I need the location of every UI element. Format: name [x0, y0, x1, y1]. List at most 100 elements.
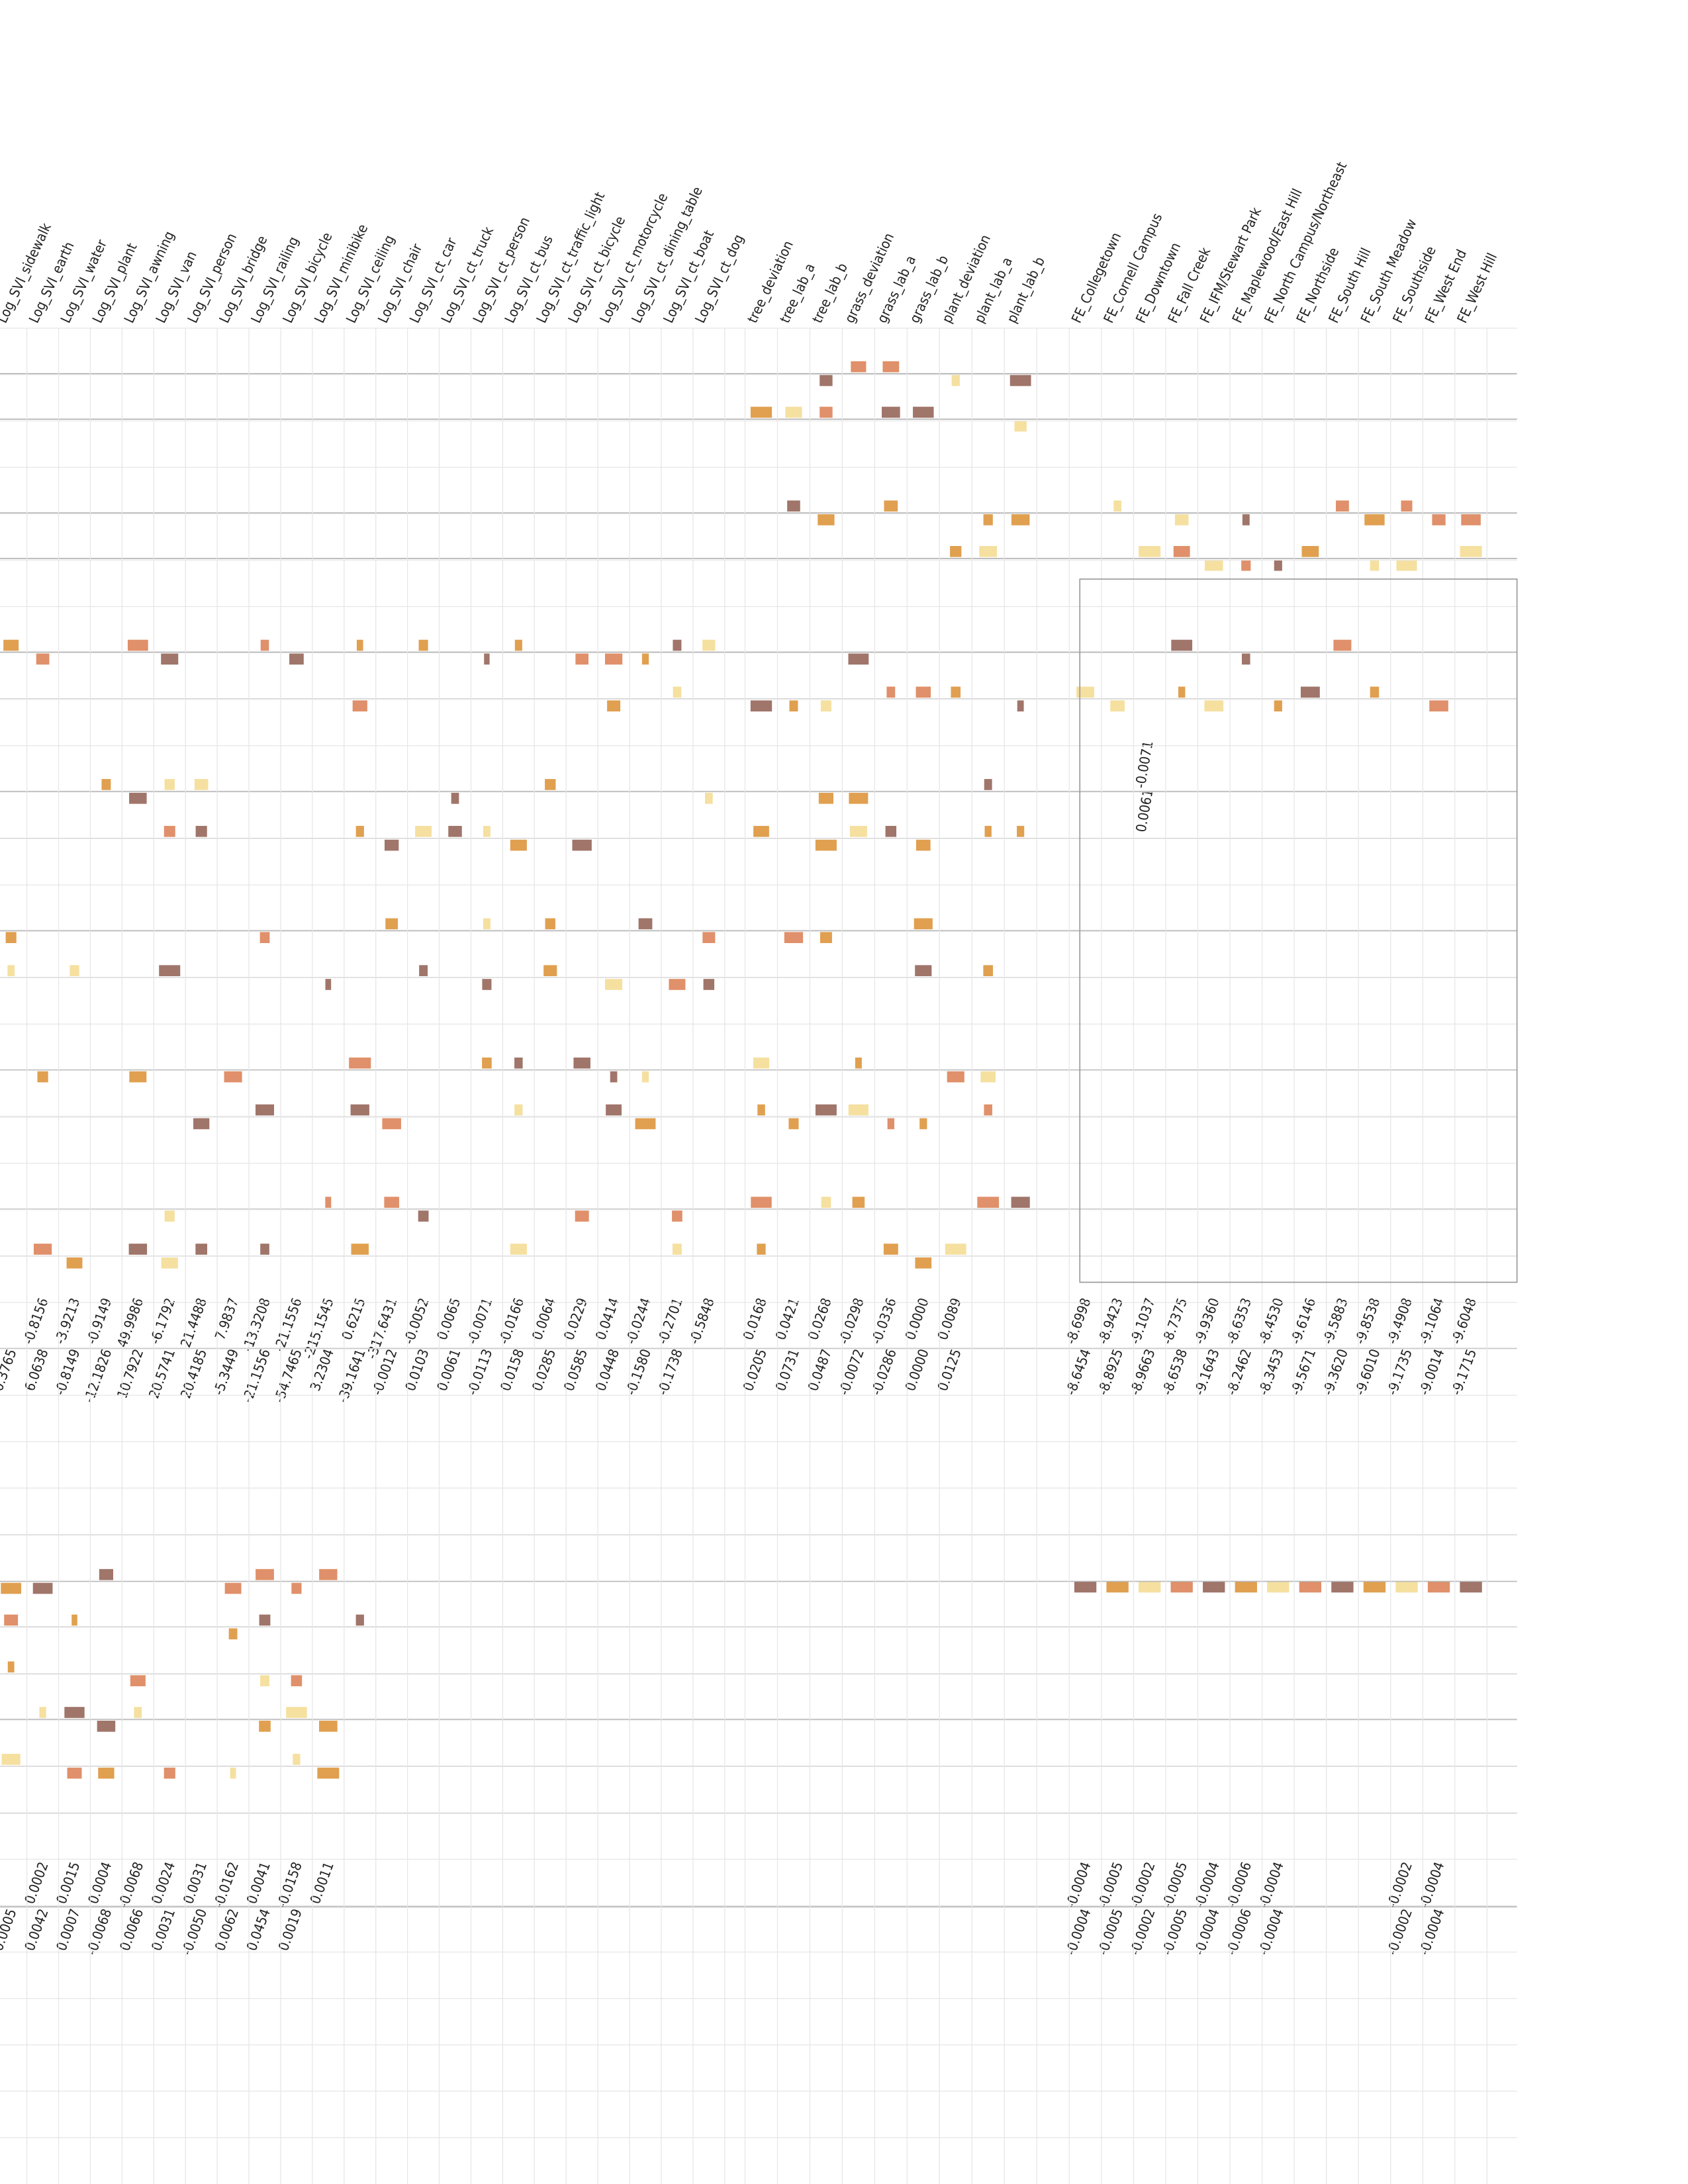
- number-label: -12.1826: [81, 1347, 115, 1404]
- cell: [164, 825, 175, 837]
- cell: [1009, 375, 1031, 387]
- cell: [164, 779, 175, 790]
- cell: [787, 500, 800, 512]
- cell: [543, 965, 557, 976]
- cell: [821, 1197, 831, 1208]
- cell: [349, 1057, 371, 1069]
- cell: [355, 1614, 364, 1626]
- cell: [1204, 559, 1223, 571]
- cell: [293, 1754, 301, 1765]
- cell: [259, 1721, 271, 1732]
- number-label: -8.4530: [1256, 1296, 1287, 1346]
- cell: [606, 1104, 622, 1116]
- cell: [161, 653, 179, 665]
- cell: [673, 686, 682, 698]
- number-label: -0.0166: [496, 1296, 527, 1346]
- number-label: -0.0004: [1191, 1907, 1222, 1957]
- cell: [635, 1118, 656, 1130]
- cell: [1333, 639, 1352, 651]
- cell: [1, 1754, 21, 1765]
- cell: [1395, 1581, 1418, 1593]
- cell: [259, 1614, 271, 1626]
- cell: [545, 779, 556, 790]
- cell: [130, 1675, 146, 1686]
- number-label: -0.0005: [1159, 1907, 1190, 1957]
- cell: [1170, 1581, 1193, 1593]
- cell: [788, 1118, 799, 1130]
- number-label: -8.8925: [1095, 1347, 1126, 1397]
- cell: [1139, 1581, 1161, 1593]
- inset-number: -0.0071: [1132, 740, 1156, 790]
- number-label: -0.0068: [115, 1860, 146, 1910]
- number-label: -0.0158: [274, 1860, 305, 1910]
- cell: [484, 653, 490, 665]
- cell: [97, 1721, 116, 1732]
- cell: [915, 686, 931, 698]
- number-label: 0.0015: [54, 1860, 83, 1906]
- cell: [751, 1197, 772, 1208]
- cell: [852, 1197, 865, 1208]
- cell: [1274, 559, 1282, 571]
- cell: [1396, 559, 1417, 571]
- cell: [514, 1104, 523, 1116]
- cell: [1011, 1197, 1030, 1208]
- cell: [979, 546, 998, 557]
- cell: [1, 1582, 22, 1594]
- cell: [1241, 653, 1250, 665]
- cell: [1299, 1581, 1322, 1593]
- cell: [604, 653, 623, 665]
- cell: [977, 1197, 1000, 1208]
- number-label: -0.0004: [1062, 1860, 1094, 1910]
- number-label: 0.0454: [244, 1907, 273, 1953]
- cell: [70, 965, 79, 976]
- cell: [820, 932, 832, 943]
- cell: [1370, 559, 1380, 571]
- cell: [951, 686, 961, 698]
- cell: [784, 932, 804, 943]
- cell: [101, 779, 111, 790]
- cell: [753, 825, 769, 837]
- cell: [884, 500, 898, 512]
- number-label: -0.0113: [464, 1347, 495, 1397]
- cell: [36, 653, 50, 665]
- number-label: -9.0014: [1416, 1347, 1447, 1397]
- number-label: 10.7922: [114, 1347, 146, 1400]
- cell: [672, 1244, 682, 1255]
- cell: [317, 1767, 340, 1779]
- number-label: 0.0019: [275, 1907, 305, 1953]
- cell: [1074, 1581, 1097, 1593]
- cell: [984, 825, 992, 837]
- number-label: 0.0158: [497, 1347, 527, 1393]
- number-label: -5.3449: [211, 1347, 242, 1397]
- cell: [127, 639, 148, 651]
- cell: [1110, 700, 1125, 711]
- number-label: -9.6010: [1352, 1347, 1383, 1397]
- number-label: -9.3620: [1320, 1347, 1351, 1397]
- cell: [1274, 700, 1282, 711]
- cell: [785, 406, 802, 418]
- cell: [703, 979, 715, 990]
- number-label: -0.0286: [868, 1347, 900, 1397]
- cell: [1364, 514, 1385, 525]
- cell: [482, 1057, 492, 1069]
- cell: [159, 965, 181, 976]
- cell: [385, 918, 399, 930]
- cell: [260, 1675, 269, 1686]
- cell: [7, 965, 15, 976]
- number-label: -0.0002: [1127, 1907, 1158, 1957]
- cell: [419, 965, 428, 976]
- cell: [483, 825, 491, 837]
- number-label: 0.0000: [902, 1347, 932, 1393]
- number-label: -9.5883: [1320, 1296, 1351, 1346]
- cell: [448, 825, 462, 837]
- cell: [384, 839, 399, 851]
- cell: [418, 1210, 429, 1222]
- number-label: -0.0162: [211, 1860, 242, 1910]
- cell: [855, 1057, 862, 1069]
- cell: [194, 779, 209, 790]
- cell: [575, 653, 588, 665]
- cell: [350, 1104, 369, 1116]
- cell: [848, 653, 869, 665]
- cell: [64, 1707, 85, 1718]
- cell: [849, 792, 868, 804]
